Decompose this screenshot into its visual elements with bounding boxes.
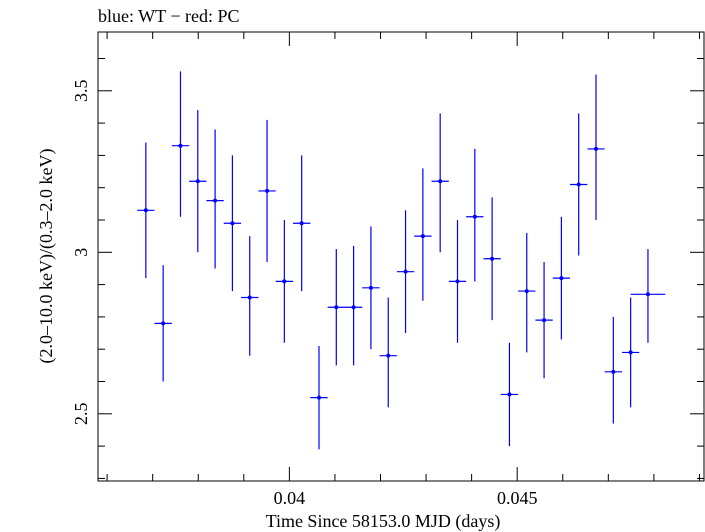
data-point [206,129,224,269]
point-marker [611,369,616,374]
tick-labels: 0.04 0.045 2.5 3 3.5 [71,80,537,508]
data-point [570,113,588,256]
point-marker [576,182,581,187]
point-marker [628,350,633,355]
data-point [379,297,397,408]
major-ticks [98,32,704,481]
point-marker [386,353,391,358]
point-marker [230,221,235,226]
minor-ticks [98,32,704,481]
data-point [223,155,242,292]
point-marker [403,269,408,274]
point-marker [161,321,166,326]
point-marker [265,188,270,193]
point-marker [282,279,287,284]
point-marker [455,279,460,284]
data-point [466,148,484,282]
point-marker [420,234,425,239]
data-point [604,316,622,424]
data-points [137,71,666,450]
x-tick-label: 0.04 [274,488,306,508]
data-point [630,249,666,343]
data-point [362,226,380,350]
y-tick-label: 3 [71,248,91,257]
point-marker [645,292,650,297]
point-marker [351,305,356,310]
data-point [587,74,605,220]
point-marker [524,289,529,294]
point-marker [490,256,495,261]
point-marker [334,305,339,310]
y-axis-label: (2.0–10.0 keV)/(0.3–2.0 keV) [36,149,57,364]
y-tick-label: 2.5 [71,403,91,426]
data-point [396,210,415,334]
data-point [518,232,536,353]
data-point [344,245,363,366]
point-marker [542,318,547,323]
point-marker [195,179,200,184]
point-marker [472,214,477,219]
point-marker [368,285,373,290]
y-tick-label: 3.5 [71,80,91,103]
plot-frame [97,31,705,482]
chart-title: blue: WT − red: PC [98,6,239,26]
data-point [275,219,294,343]
point-marker [247,295,252,300]
data-point [621,297,640,408]
data-point [535,261,553,379]
point-marker [594,146,599,151]
data-point [327,249,345,366]
point-marker [316,395,321,400]
data-point [448,219,467,343]
data-point [483,197,501,321]
data-point [189,110,207,253]
data-point [154,265,172,382]
point-marker [559,276,564,281]
x-axis-label: Time Since 58153.0 MJD (days) [266,511,501,532]
data-point [171,71,190,217]
x-tick-label: 0.045 [497,488,538,508]
data-point [431,113,449,253]
data-point [310,345,328,450]
data-point [293,155,311,292]
point-marker [213,198,218,203]
data-point [552,216,571,340]
data-point [414,168,432,301]
point-marker [178,143,183,148]
data-point [258,119,276,262]
point-marker [143,208,148,213]
point-marker [507,392,512,397]
data-point [241,236,259,356]
point-marker [299,221,304,226]
point-marker [438,179,443,184]
data-point [137,142,155,279]
data-point [500,342,519,447]
